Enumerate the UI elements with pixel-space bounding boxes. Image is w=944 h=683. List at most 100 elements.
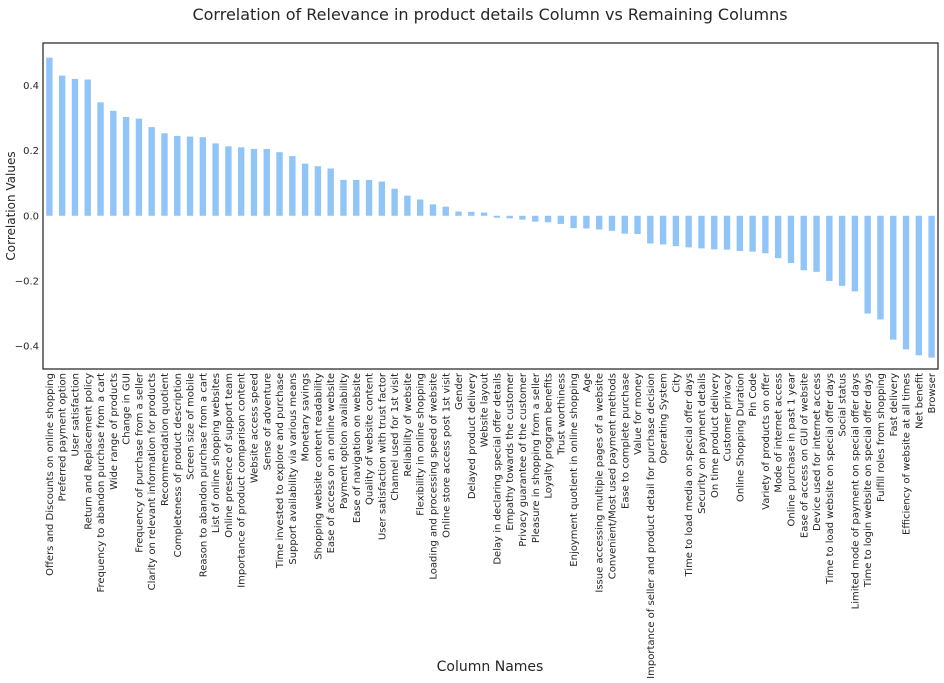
x-tick-label: Website layout: [480, 373, 491, 447]
x-tick-label: Wide range of products: [109, 373, 120, 490]
bar: [289, 156, 296, 216]
x-tick-label: Monetary savings: [301, 373, 312, 461]
x-tick-label: Online purchase in past 1 year: [786, 372, 797, 526]
bar: [480, 212, 488, 216]
bar: [877, 215, 884, 320]
x-tick-label: Loading and processing speed of website: [428, 373, 439, 580]
bar: [557, 215, 565, 224]
bar: [647, 215, 654, 244]
x-tick-label: Online presence of support team: [224, 373, 235, 538]
x-tick-label: Delayed product delivery: [467, 373, 478, 499]
bar: [365, 179, 373, 216]
y-tick-label: 0.4: [23, 81, 39, 92]
bar: [634, 215, 641, 235]
bar: [736, 215, 744, 251]
bar: [250, 148, 258, 216]
bar: [570, 215, 577, 229]
bar: [186, 136, 194, 216]
x-tick-label: Enjoyment quotient in online shopping: [569, 373, 580, 567]
x-tick-label: Pin Code: [748, 373, 759, 417]
x-tick-label: Browser: [927, 372, 938, 413]
x-tick-label: Net benefit: [914, 373, 925, 429]
bar: [237, 147, 245, 216]
bar: [506, 215, 513, 219]
y-tick-label: −0.4: [15, 342, 39, 353]
bar: [212, 143, 219, 216]
bar: [698, 215, 705, 249]
x-tick-label: Time to login website on special offer d…: [863, 373, 874, 588]
x-tick-label: Pleasure in shopping from a seller: [531, 372, 542, 543]
bar: [199, 137, 207, 216]
x-tick-label: Time invested to explore and purchase: [275, 373, 286, 569]
bar: [110, 110, 117, 216]
x-ticks-group: Offers and Discounts on online shopping P…: [45, 372, 938, 679]
bar: [723, 215, 731, 250]
x-tick-label: User satisfaction: [70, 373, 81, 457]
x-tick-label: Time to load media on special offer days: [684, 373, 695, 578]
x-tick-label: Importance of product comparison content: [237, 373, 248, 588]
x-tick-label: Preferred payment option: [58, 373, 69, 501]
bar: [711, 215, 718, 250]
x-tick-label: Customer privacy: [723, 373, 734, 462]
bar: [608, 215, 616, 231]
x-tick-label: Online store access post 1st visit: [441, 373, 452, 538]
bar: [902, 215, 910, 350]
bar: [468, 211, 475, 216]
x-tick-label: Age: [582, 373, 593, 392]
x-tick-label: Fulfill roles from shopping: [876, 373, 887, 502]
bar: [851, 215, 859, 292]
bar: [685, 215, 692, 248]
bar: [455, 211, 462, 216]
x-tick-label: Support availability via various means: [288, 373, 299, 565]
x-tick-label: Variety of products on offer: [761, 372, 772, 510]
y-tick-label: 0.0: [23, 211, 39, 222]
bar: [122, 117, 130, 216]
x-tick-label: Empathy towards the customer: [505, 372, 516, 530]
bar: [826, 215, 833, 281]
bar: [97, 102, 104, 216]
bar: [314, 166, 322, 216]
bar: [378, 181, 386, 216]
bar: [225, 146, 232, 216]
x-tick-label: Frequency of purchase from a seller: [134, 372, 145, 553]
x-tick-label: Trust worthiness: [556, 373, 567, 456]
x-tick-label: Privacy guarantee of the customer: [518, 372, 529, 547]
bar: [340, 179, 347, 216]
x-tick-label: Issue accessing multiple pages of a webs…: [595, 373, 606, 593]
x-tick-label: Delay in declaring special offer details: [492, 373, 503, 565]
bar: [583, 215, 590, 229]
x-tick-label: Flexibility in online shopping: [416, 373, 427, 516]
bar: [787, 215, 795, 264]
x-tick-label: Reliability of website: [403, 373, 414, 477]
x-tick-label: Channel used for 1st visit: [390, 373, 401, 501]
bar: [161, 133, 168, 216]
bar: [416, 199, 424, 216]
bar: [774, 215, 782, 259]
x-tick-label: Ease of access on GUI of website: [799, 373, 810, 538]
x-tick-label: Completeness of product description: [173, 373, 184, 557]
bar: [429, 204, 437, 216]
y-tick-label: −0.2: [15, 276, 39, 287]
bar: [800, 215, 807, 271]
bar: [532, 215, 539, 222]
x-tick-label: Loyalty program benefits: [544, 373, 555, 499]
bar: [813, 215, 820, 272]
x-tick-label: Importance of seller and product detail …: [646, 373, 657, 679]
x-tick-label: Recommendation quotient: [160, 373, 171, 506]
bar: [148, 127, 155, 216]
bar: [263, 148, 270, 216]
x-tick-label: Security on payment details: [697, 373, 708, 514]
x-tick-label: Sense of adventure: [262, 373, 273, 470]
bar: [544, 215, 552, 223]
x-tick-label: Limited mode of payment on special offer…: [850, 373, 861, 609]
bar: [135, 118, 143, 216]
bar: [838, 215, 846, 286]
x-tick-label: Mode of internet access: [774, 373, 785, 493]
bar: [749, 215, 756, 252]
x-axis-label: Column Names: [437, 659, 544, 675]
x-tick-label: Change in GUI: [122, 373, 133, 445]
bar: [672, 215, 680, 247]
bar: [762, 215, 769, 254]
bars-group: [46, 57, 935, 358]
